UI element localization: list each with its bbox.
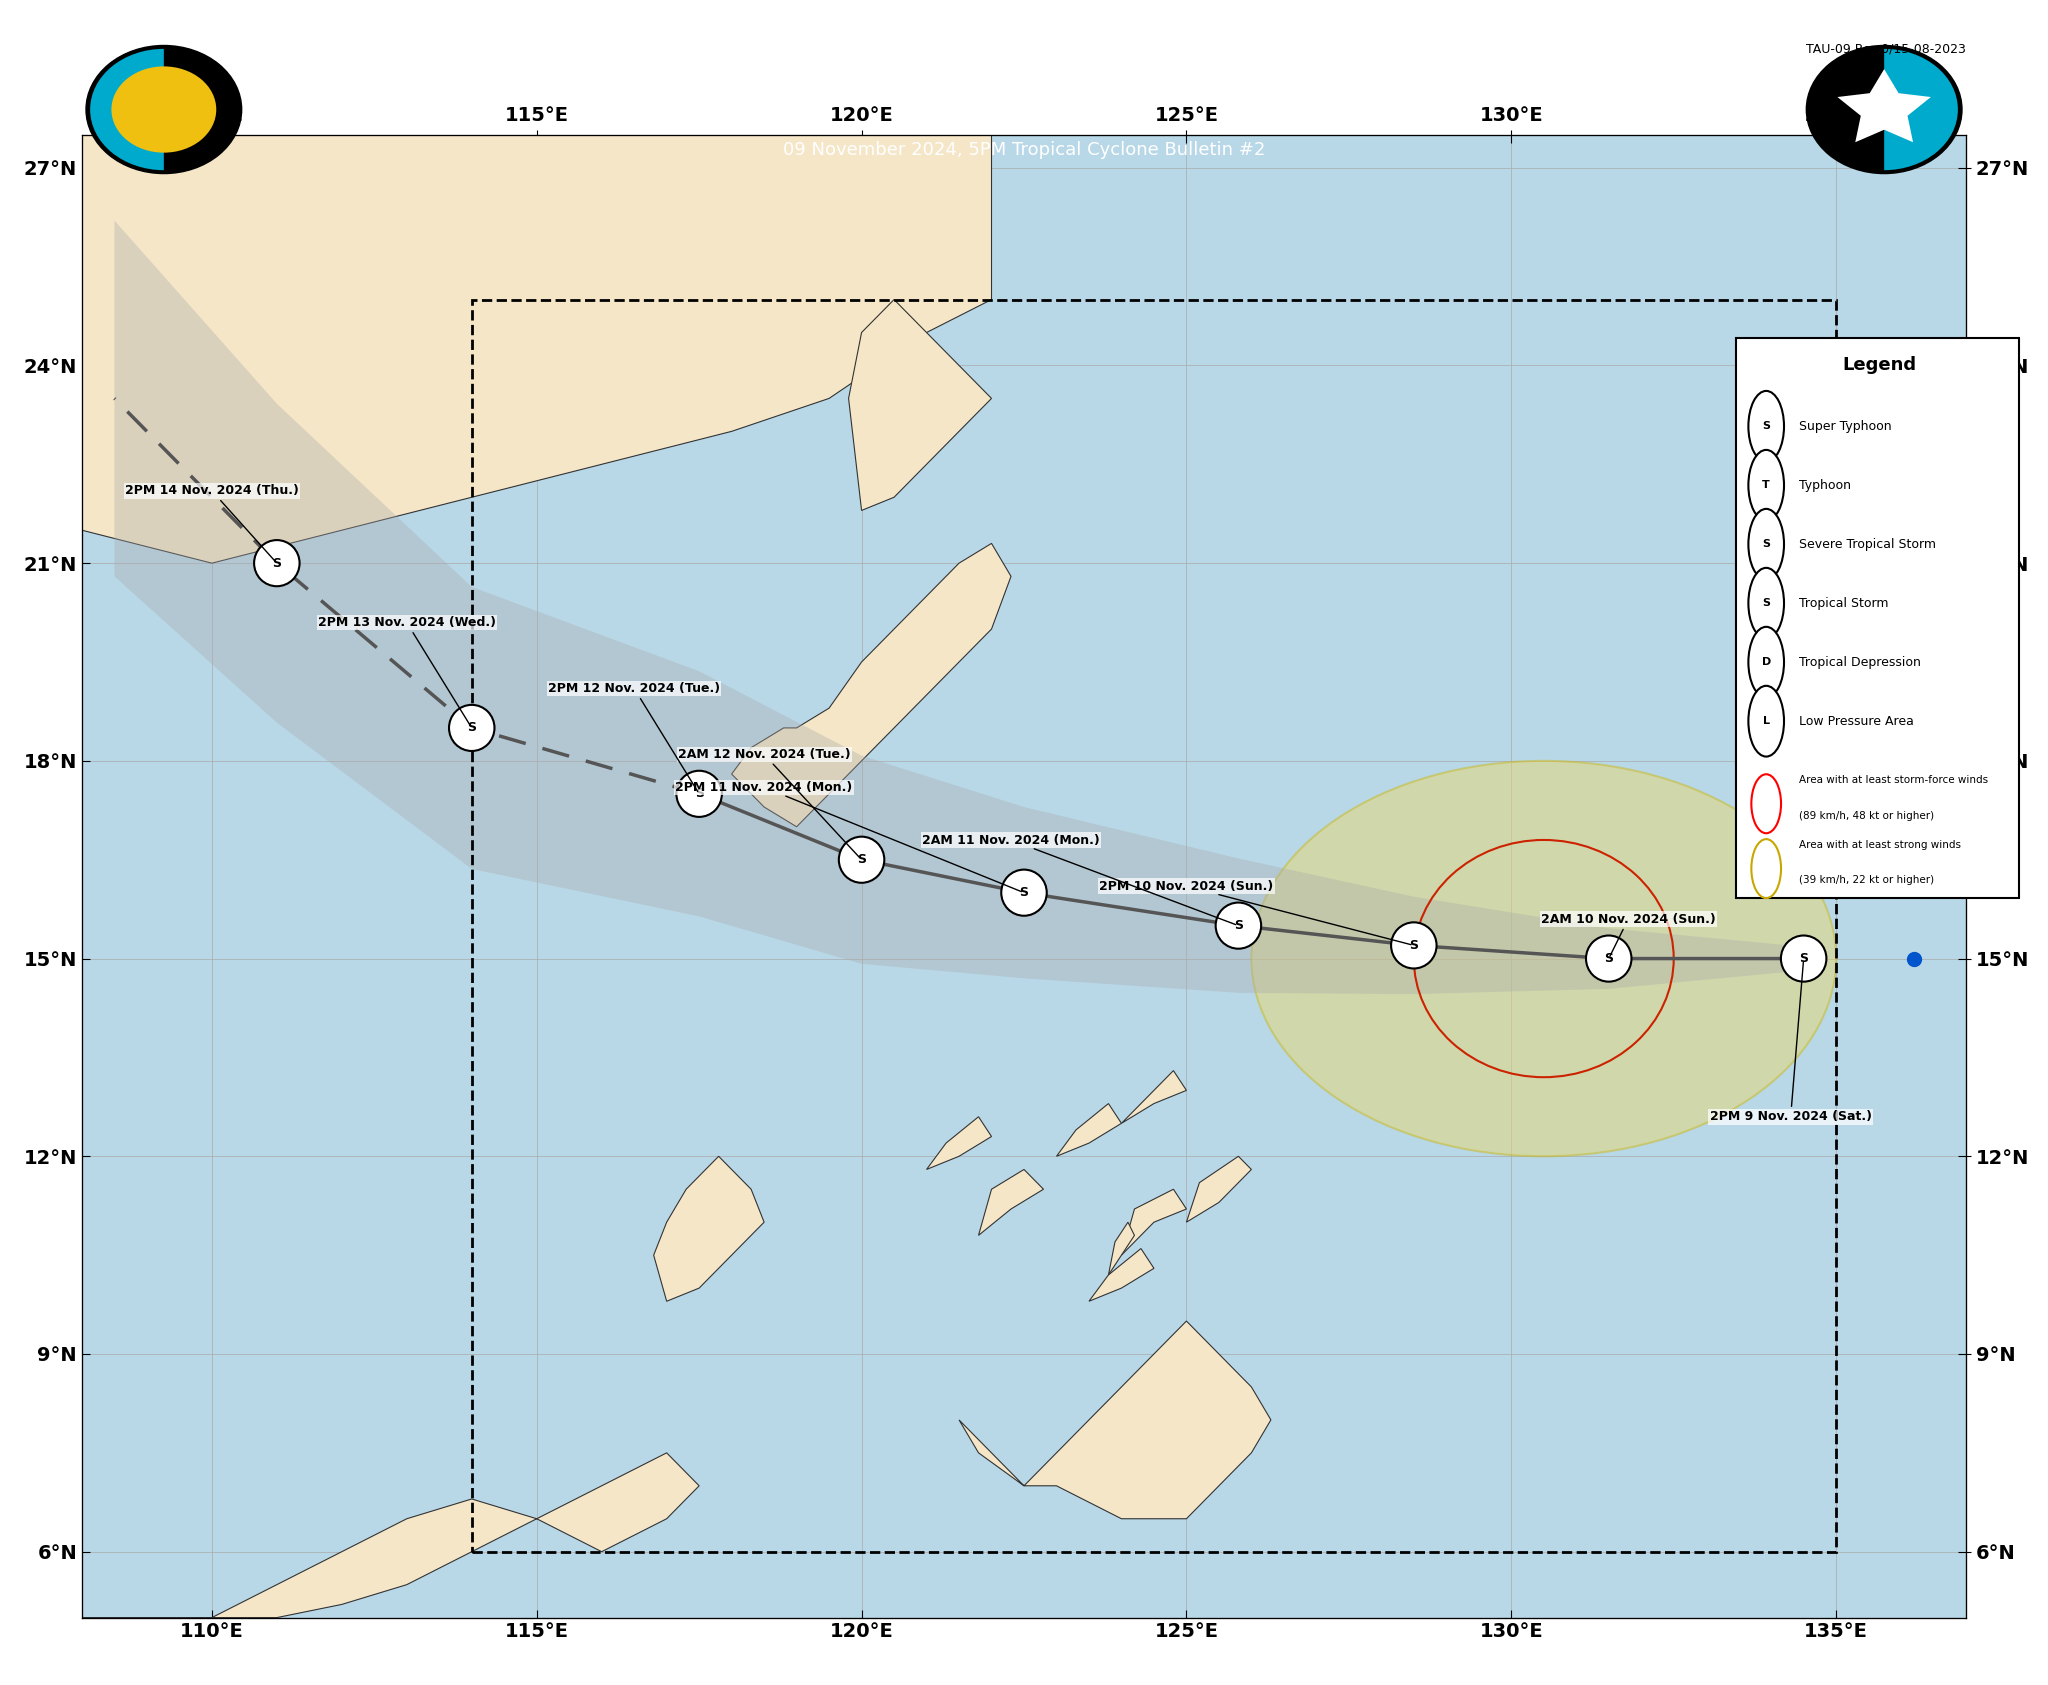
Circle shape xyxy=(1749,450,1784,521)
Text: 2AM 12 Nov. 2024 (Tue.): 2AM 12 Nov. 2024 (Tue.) xyxy=(678,748,860,858)
Circle shape xyxy=(1749,391,1784,462)
Circle shape xyxy=(1749,509,1784,580)
Text: S: S xyxy=(694,787,705,800)
Text: Area with at least strong winds: Area with at least strong winds xyxy=(1798,841,1960,849)
Text: Track and Intensity Forecast of Tropical Storm NIKA {TORAJI}: Track and Intensity Forecast of Tropical… xyxy=(590,78,1458,101)
Ellipse shape xyxy=(1806,45,1962,174)
Ellipse shape xyxy=(1251,762,1837,1156)
Text: 2PM 11 Nov. 2024 (Mon.): 2PM 11 Nov. 2024 (Mon.) xyxy=(676,780,1022,891)
Text: S: S xyxy=(272,556,281,570)
Text: 2AM 10 Nov. 2024 (Sun.): 2AM 10 Nov. 2024 (Sun.) xyxy=(1540,913,1716,955)
Text: Tropical Depression: Tropical Depression xyxy=(1798,655,1921,669)
Circle shape xyxy=(1391,922,1436,969)
Text: S: S xyxy=(1761,598,1769,608)
Text: Tropical Storm: Tropical Storm xyxy=(1798,596,1888,610)
Text: 09 November 2024, 5PM Tropical Cyclone Bulletin #2: 09 November 2024, 5PM Tropical Cyclone B… xyxy=(782,142,1266,158)
Text: TAU-09 Rev.0/15-08-2023: TAU-09 Rev.0/15-08-2023 xyxy=(1806,42,1966,56)
Polygon shape xyxy=(115,221,1804,994)
Text: S: S xyxy=(1604,952,1614,966)
Polygon shape xyxy=(1186,1156,1251,1222)
Circle shape xyxy=(254,541,299,586)
Text: Severe Tropical Storm: Severe Tropical Storm xyxy=(1798,538,1935,551)
Text: S: S xyxy=(1761,539,1769,549)
Text: Typhoon: Typhoon xyxy=(1798,479,1851,492)
Wedge shape xyxy=(1884,49,1958,170)
Text: S: S xyxy=(1233,918,1243,932)
Bar xyxy=(471,300,1837,1552)
Text: D: D xyxy=(1761,657,1772,667)
Polygon shape xyxy=(731,543,1012,827)
Circle shape xyxy=(1749,627,1784,698)
Circle shape xyxy=(676,770,721,817)
Text: S: S xyxy=(1020,886,1028,900)
Polygon shape xyxy=(979,1169,1044,1235)
Polygon shape xyxy=(1057,1104,1122,1156)
Text: 2AM 11 Nov. 2024 (Mon.): 2AM 11 Nov. 2024 (Mon.) xyxy=(922,834,1235,925)
Text: S: S xyxy=(1798,952,1808,966)
Text: 2PM 12 Nov. 2024 (Tue.): 2PM 12 Nov. 2024 (Tue.) xyxy=(549,682,721,792)
Polygon shape xyxy=(82,135,991,563)
Text: L: L xyxy=(1763,716,1769,726)
Circle shape xyxy=(1001,869,1047,915)
Text: Legend: Legend xyxy=(1841,356,1917,374)
Polygon shape xyxy=(82,1452,698,1618)
Polygon shape xyxy=(1122,1070,1186,1124)
Wedge shape xyxy=(90,49,164,170)
Circle shape xyxy=(1217,903,1262,949)
Text: 2PM 9 Nov. 2024 (Sat.): 2PM 9 Nov. 2024 (Sat.) xyxy=(1710,962,1872,1124)
Circle shape xyxy=(1782,935,1827,982)
Text: S: S xyxy=(1409,939,1419,952)
Text: (89 km/h, 48 kt or higher): (89 km/h, 48 kt or higher) xyxy=(1798,810,1933,821)
Polygon shape xyxy=(1837,69,1931,142)
Polygon shape xyxy=(1108,1222,1135,1276)
Text: Low Pressure Area: Low Pressure Area xyxy=(1798,714,1913,728)
Text: S: S xyxy=(856,853,866,866)
Circle shape xyxy=(1585,935,1632,982)
Circle shape xyxy=(1749,686,1784,757)
Text: (39 km/h, 22 kt or higher): (39 km/h, 22 kt or higher) xyxy=(1798,876,1933,885)
FancyBboxPatch shape xyxy=(1737,337,2019,898)
Text: S: S xyxy=(467,721,477,735)
Circle shape xyxy=(1749,568,1784,639)
Polygon shape xyxy=(1090,1249,1153,1301)
Text: T: T xyxy=(1763,480,1769,490)
Circle shape xyxy=(449,704,494,752)
Text: 2PM 13 Nov. 2024 (Wed.): 2PM 13 Nov. 2024 (Wed.) xyxy=(317,617,496,726)
Text: Area with at least storm-force winds: Area with at least storm-force winds xyxy=(1798,775,1989,785)
Polygon shape xyxy=(958,1321,1272,1518)
Polygon shape xyxy=(926,1117,991,1169)
Text: Super Typhoon: Super Typhoon xyxy=(1798,420,1892,433)
Circle shape xyxy=(840,837,885,883)
Polygon shape xyxy=(848,300,991,511)
Ellipse shape xyxy=(86,45,242,174)
Circle shape xyxy=(111,66,217,153)
Text: 2PM 10 Nov. 2024 (Sun.): 2PM 10 Nov. 2024 (Sun.) xyxy=(1100,880,1411,945)
Polygon shape xyxy=(1122,1190,1186,1255)
Polygon shape xyxy=(653,1156,764,1301)
Text: 2PM 14 Nov. 2024 (Thu.): 2PM 14 Nov. 2024 (Thu.) xyxy=(125,484,299,561)
Text: S: S xyxy=(1761,421,1769,431)
